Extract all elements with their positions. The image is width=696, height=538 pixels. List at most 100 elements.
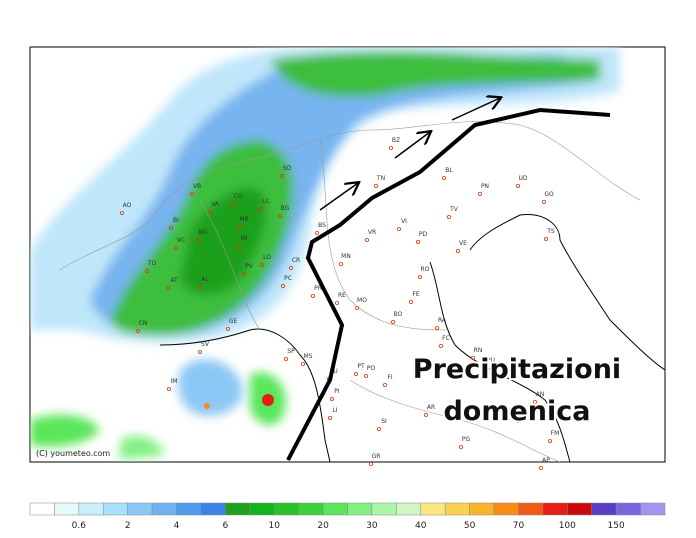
place-label: PD bbox=[419, 231, 428, 238]
place-dot bbox=[533, 399, 538, 404]
place-dot bbox=[310, 293, 315, 298]
legend-label: 50 bbox=[464, 521, 476, 531]
place-dot bbox=[455, 248, 460, 253]
place-label: RA bbox=[438, 317, 447, 324]
legend-label: 100 bbox=[559, 521, 576, 531]
place-label: BO bbox=[394, 311, 403, 318]
legend-cell bbox=[78, 502, 104, 516]
place-label: TN bbox=[376, 175, 385, 182]
place-label: SO bbox=[283, 165, 292, 172]
place-label: VR bbox=[368, 229, 376, 236]
place-label: BI bbox=[173, 217, 179, 224]
legend-label: 4 bbox=[174, 521, 180, 531]
legend-label: 2 bbox=[125, 521, 131, 531]
place-dot bbox=[423, 412, 428, 417]
place-label: PV bbox=[245, 263, 254, 270]
place-label: CO bbox=[234, 193, 243, 200]
place-dot bbox=[446, 214, 451, 219]
place-label: LO bbox=[263, 254, 271, 261]
place-label: AO bbox=[123, 202, 132, 209]
legend-label: 6 bbox=[223, 521, 229, 531]
place-label: BG bbox=[281, 205, 290, 212]
place-dot bbox=[225, 326, 230, 331]
place-label: LI bbox=[332, 407, 337, 414]
place-label: PI bbox=[334, 388, 340, 395]
legend-cell bbox=[518, 502, 544, 516]
place-label: FI bbox=[387, 374, 392, 381]
place-dot bbox=[388, 145, 393, 150]
place-label: PN bbox=[481, 183, 489, 190]
front bbox=[286, 98, 611, 461]
place-label: MN bbox=[341, 253, 351, 260]
legend-cell bbox=[225, 502, 251, 516]
place-dot bbox=[329, 396, 334, 401]
place-dot bbox=[470, 355, 475, 360]
place-label: PC bbox=[284, 275, 292, 282]
place-dot bbox=[166, 285, 171, 290]
place-dot bbox=[458, 444, 463, 449]
place-dot bbox=[241, 271, 246, 276]
place-dot bbox=[516, 418, 521, 423]
legend-cell bbox=[567, 502, 592, 516]
place-label: VE bbox=[459, 240, 467, 247]
place-dot bbox=[353, 371, 358, 376]
place-dot bbox=[390, 319, 395, 324]
place-label: AL bbox=[201, 276, 209, 283]
legend-cell bbox=[127, 502, 153, 516]
place-label: AR bbox=[427, 404, 435, 411]
place-dot bbox=[283, 356, 288, 361]
legend-label: 70 bbox=[513, 521, 525, 531]
place-dot bbox=[438, 343, 443, 348]
place-dot bbox=[197, 349, 202, 354]
place-label: BZ bbox=[392, 137, 400, 144]
legend-cell bbox=[176, 502, 202, 516]
place-label: AP bbox=[542, 457, 550, 464]
place-label: SP bbox=[287, 348, 295, 355]
legend-cell bbox=[249, 502, 275, 516]
legend-cell bbox=[200, 502, 226, 516]
place-label: MO bbox=[357, 297, 367, 304]
peak bbox=[262, 394, 274, 406]
place-label: IM bbox=[171, 378, 178, 385]
place-dot bbox=[279, 173, 284, 178]
place-dot bbox=[477, 191, 482, 196]
place-dot bbox=[197, 284, 202, 289]
place-label: LU bbox=[330, 368, 337, 375]
place-label: TS bbox=[546, 228, 555, 235]
place-dot bbox=[314, 230, 319, 235]
credit: (C) youmeteo.com bbox=[36, 449, 110, 458]
place-label: VA bbox=[211, 201, 220, 208]
precipitation bbox=[30, 47, 620, 460]
place-label: AN bbox=[536, 391, 545, 398]
place-label: TO bbox=[147, 260, 157, 267]
place-dot bbox=[417, 274, 422, 279]
place-dot bbox=[259, 262, 264, 267]
legend-cell bbox=[298, 502, 324, 516]
place-label: MI bbox=[241, 235, 248, 242]
place-dot bbox=[373, 183, 378, 188]
legend-cell bbox=[615, 502, 641, 516]
place-dot bbox=[173, 245, 178, 250]
peak bbox=[204, 403, 210, 409]
place-label: LC bbox=[262, 198, 270, 205]
place-label: PR bbox=[314, 285, 322, 292]
place-dot bbox=[144, 268, 149, 273]
place-dot bbox=[363, 373, 368, 378]
legend-cell bbox=[591, 502, 617, 516]
place-dot bbox=[300, 361, 305, 366]
borders bbox=[59, 121, 641, 462]
place-dot bbox=[120, 210, 125, 215]
legend-cell bbox=[444, 502, 470, 516]
place-dot bbox=[548, 438, 553, 443]
place-dot bbox=[539, 465, 544, 470]
place-dot bbox=[382, 382, 387, 387]
legend-cell bbox=[322, 502, 348, 516]
place-dot bbox=[168, 225, 173, 230]
legend-cell bbox=[542, 502, 568, 516]
place-dot bbox=[258, 206, 263, 211]
place-label: CN bbox=[139, 320, 148, 327]
legend-label: 0.6 bbox=[72, 521, 87, 531]
legend-label: 20 bbox=[317, 521, 329, 531]
place-dot bbox=[441, 175, 446, 180]
